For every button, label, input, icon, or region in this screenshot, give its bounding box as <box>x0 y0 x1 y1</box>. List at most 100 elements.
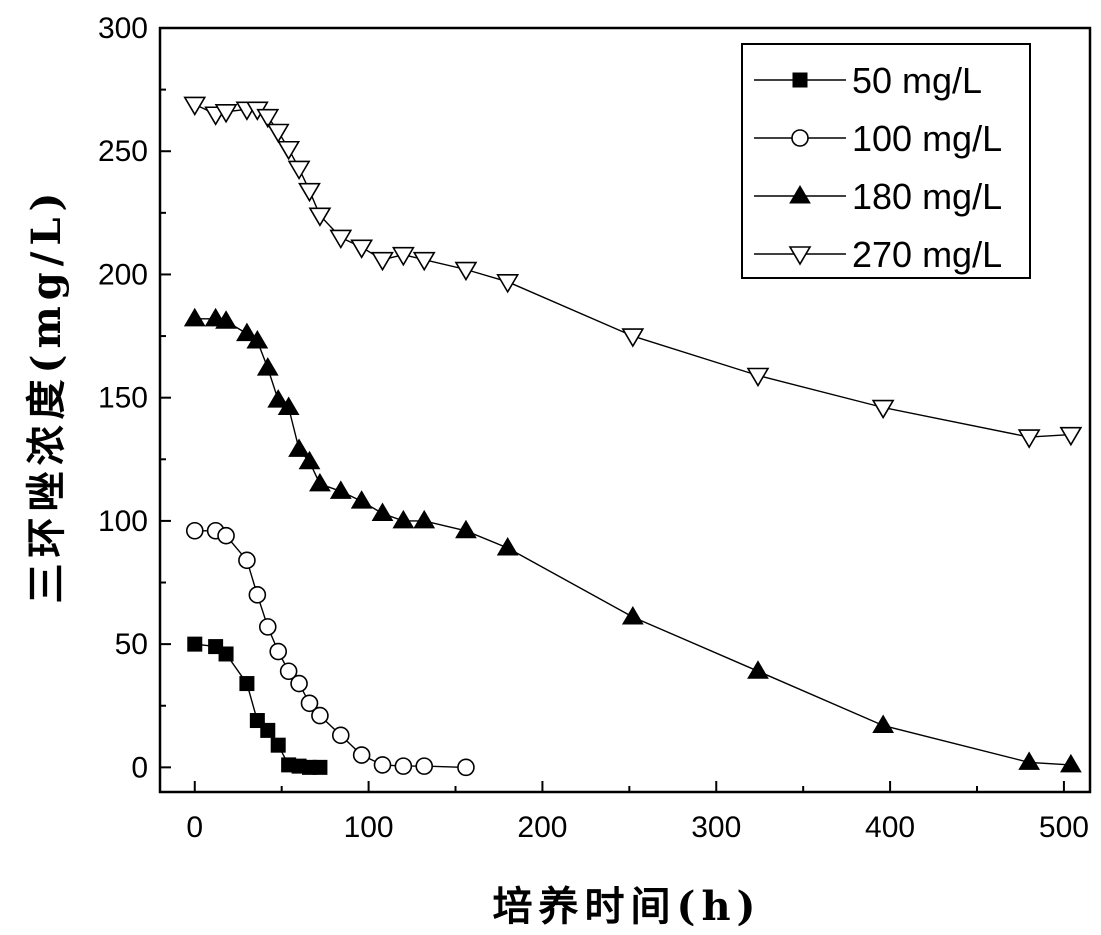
data-point <box>621 606 644 625</box>
data-point <box>412 251 436 272</box>
data-point <box>236 322 258 342</box>
data-point <box>1017 429 1041 449</box>
data-point <box>746 367 770 388</box>
legend-item: 100 mg/L <box>754 118 1002 159</box>
data-point <box>256 357 279 376</box>
data-point <box>312 759 328 775</box>
data-point <box>279 662 298 681</box>
data-point <box>871 399 895 420</box>
legend-marker <box>789 185 811 204</box>
data-point <box>496 274 520 294</box>
x-tick-label: 100 <box>344 811 394 844</box>
data-point <box>298 182 321 203</box>
series-1 <box>187 636 328 775</box>
data-point <box>1059 426 1083 447</box>
data-point <box>269 642 288 661</box>
series-line <box>194 530 466 769</box>
series-3 <box>183 307 1082 773</box>
x-tick-label: 200 <box>517 811 567 844</box>
x-tick-label: 500 <box>1039 811 1089 844</box>
data-point <box>238 551 256 570</box>
legend-item: 270 mg/L <box>754 234 1002 275</box>
data-point <box>267 389 290 408</box>
y-axis-title: 三环唑浓度(mg/L) <box>23 187 70 604</box>
data-point <box>298 450 321 470</box>
y-tick-label: 150 <box>98 382 148 415</box>
legend-label: 270 mg/L <box>852 234 1002 275</box>
data-point <box>288 438 310 457</box>
data-point <box>454 261 478 282</box>
data-point <box>266 123 290 144</box>
data-point <box>350 490 373 509</box>
data-point <box>258 618 277 636</box>
data-point <box>371 502 394 522</box>
plot-frame <box>158 26 1092 794</box>
legend-label: 180 mg/L <box>852 176 1002 217</box>
data-point <box>391 246 415 267</box>
legend-box <box>741 43 1031 279</box>
data-point <box>373 756 392 774</box>
data-point <box>1060 753 1082 773</box>
data-point <box>239 676 255 692</box>
data-point <box>277 140 301 161</box>
legend-marker <box>788 246 812 266</box>
legend-label: 100 mg/L <box>852 118 1002 159</box>
x-tick-label: 300 <box>691 811 741 844</box>
series-2 <box>185 521 475 777</box>
legend-marker <box>791 129 809 147</box>
data-point <box>256 108 280 129</box>
data-point <box>872 714 895 733</box>
data-point <box>308 207 332 227</box>
data-point <box>300 694 319 713</box>
y-tick-label: 250 <box>98 135 148 168</box>
y-tick-label: 100 <box>98 505 148 538</box>
data-point <box>287 160 311 181</box>
data-point <box>185 521 204 540</box>
data-point <box>1018 751 1041 770</box>
y-tick-label: 300 <box>98 12 148 45</box>
data-point <box>371 251 394 272</box>
data-point <box>329 480 352 499</box>
data-point <box>248 586 267 604</box>
data-point <box>415 757 434 775</box>
data-point <box>352 746 371 764</box>
data-point <box>290 674 308 693</box>
data-point <box>218 646 234 662</box>
data-point <box>457 758 475 777</box>
data-point <box>217 526 235 545</box>
data-point <box>311 706 329 725</box>
x-axis-title: 培养时间(h) <box>493 883 762 930</box>
x-tick-label: 0 <box>186 811 203 844</box>
data-point <box>214 103 238 124</box>
data-point <box>260 722 276 738</box>
data-point <box>329 229 353 250</box>
data-point <box>246 330 269 349</box>
y-tick-label: 50 <box>115 628 148 661</box>
data-point <box>187 636 203 652</box>
data-point <box>394 757 413 775</box>
data-point <box>455 519 477 539</box>
data-point <box>183 96 207 116</box>
data-point <box>621 328 645 348</box>
data-point <box>183 307 206 327</box>
data-point <box>270 737 286 753</box>
y-tick-label: 0 <box>131 751 148 784</box>
data-point <box>496 537 519 556</box>
legend-item: 50 mg/L <box>754 60 982 101</box>
series-line <box>194 318 1071 766</box>
data-point <box>309 472 331 492</box>
data-point <box>413 509 436 529</box>
data-point <box>215 310 237 329</box>
x-tick-label: 400 <box>865 811 915 844</box>
data-point <box>277 396 300 416</box>
legend-label: 50 mg/L <box>852 60 982 101</box>
data-point <box>747 660 769 679</box>
legend-marker <box>792 72 808 88</box>
data-point <box>350 239 374 259</box>
data-point <box>331 726 350 745</box>
series-4 <box>183 96 1083 449</box>
y-tick-label: 200 <box>98 258 148 291</box>
data-point <box>392 509 415 529</box>
